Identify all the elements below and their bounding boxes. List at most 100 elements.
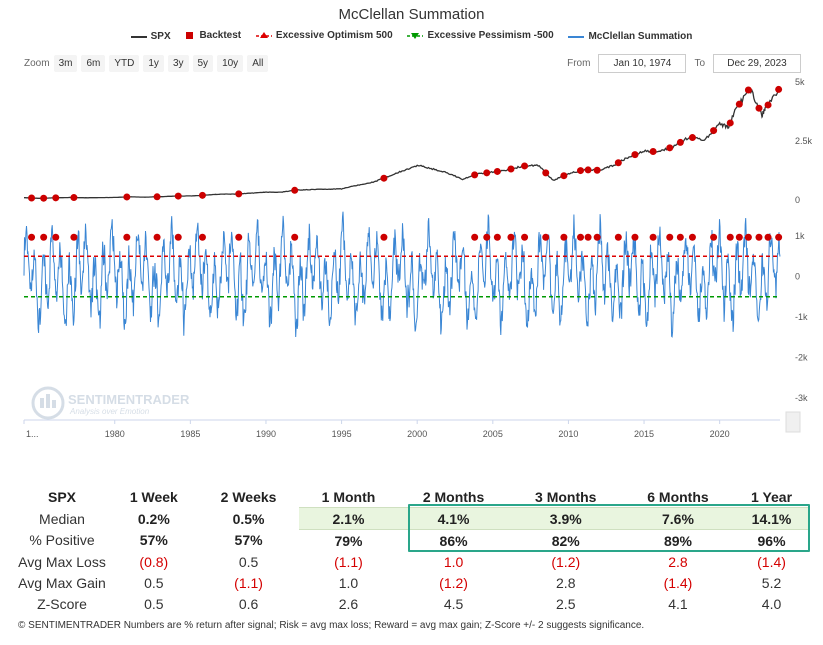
- table-cell: 2.1%: [299, 507, 398, 530]
- table-cell: 57%: [139, 532, 168, 549]
- header-cell: 3 Months: [535, 488, 597, 505]
- top-axis-tick-label: 2.5k: [795, 136, 813, 146]
- backtest-marker-spx: [666, 144, 674, 152]
- to-date-input[interactable]: Dec 29, 2023: [713, 54, 801, 73]
- backtest-marker-spx: [577, 167, 585, 175]
- backtest-marker-spx: [153, 193, 161, 201]
- table-cell: 89%: [663, 532, 692, 549]
- backtest-marker-spx: [649, 148, 657, 156]
- backtest-marker-summation: [775, 233, 783, 241]
- table-cell: 4.0: [761, 595, 782, 612]
- backtest-marker-summation: [123, 233, 131, 241]
- triangle-up-icon: [255, 31, 272, 38]
- backtest-marker-spx: [483, 169, 491, 177]
- zoom-1y-button[interactable]: 1y: [143, 55, 164, 72]
- stats-table: SPX 1 Week 2 Weeks 1 Month 2 Months 3 Mo…: [14, 486, 809, 614]
- legend-item-optimism[interactable]: Excessive Optimism 500: [255, 30, 393, 41]
- backtest-marker-spx: [755, 104, 763, 112]
- table-cell: 7.6%: [621, 507, 735, 530]
- backtest-marker-summation: [755, 233, 763, 241]
- backtest-marker-spx: [40, 194, 48, 202]
- chart-legend: SPX Backtest Excessive Optimism 500 Exce…: [0, 30, 823, 43]
- backtest-marker-summation: [40, 233, 48, 241]
- backtest-marker-summation: [593, 233, 601, 241]
- table-cell: 2.8: [556, 574, 576, 591]
- to-label: To: [694, 58, 705, 69]
- backtest-marker-summation: [380, 233, 388, 241]
- header-cell: 6 Months: [647, 488, 709, 505]
- zoom-3m-button[interactable]: 3m: [53, 55, 78, 72]
- table-row: Z-Score 0.5 0.6 2.6 4.5 2.5 4.1 4.0: [14, 593, 809, 614]
- backtest-marker-summation: [764, 233, 772, 241]
- backtest-marker-summation: [235, 233, 243, 241]
- x-tick-label: 2010: [558, 429, 578, 439]
- bottom-axis-tick-label: -3k: [795, 393, 808, 403]
- zoom-label: Zoom: [24, 58, 50, 69]
- chart-title: McClellan Summation: [338, 6, 485, 23]
- zoom-10y-button[interactable]: 10y: [217, 55, 244, 72]
- table-cell: (1.2): [439, 574, 468, 591]
- backtest-marker-spx: [291, 186, 299, 194]
- backtest-marker-spx: [710, 127, 718, 135]
- backtest-marker-spx: [676, 138, 684, 146]
- date-range: From Jan 10, 1974 To Dec 29, 2023: [567, 54, 801, 73]
- backtest-marker-spx: [631, 151, 639, 159]
- backtest-marker-summation: [174, 233, 182, 241]
- table-cell: 0.5: [144, 595, 164, 612]
- legend-item-summation[interactable]: McClellan Summation: [568, 31, 692, 42]
- table-cell: 0.5%: [232, 510, 265, 527]
- zoom-5y-button[interactable]: 5y: [192, 55, 214, 72]
- zoom-6m-button[interactable]: 6m: [81, 55, 106, 72]
- backtest-marker-summation: [584, 233, 592, 241]
- table-row: % Positive 57% 57% 79% 86% 82% 89% 96%: [14, 530, 809, 552]
- table-cell: (1.1): [234, 574, 263, 591]
- backtest-marker-summation: [726, 233, 734, 241]
- table-cell: 2.5: [556, 595, 576, 612]
- line-icon: [130, 35, 147, 38]
- legend-label-summation: McClellan Summation: [588, 31, 693, 42]
- table-cell: (1.2): [551, 553, 581, 570]
- table-cell: 4.1: [668, 595, 688, 612]
- table-cell: (1.4): [663, 574, 693, 591]
- watermark-brand: SENTIMENTRADER: [68, 392, 190, 407]
- zoom-3y-button[interactable]: 3y: [167, 55, 189, 72]
- table-cell: 5.2: [761, 574, 782, 591]
- backtest-marker-spx: [235, 190, 243, 198]
- table-cell: 2.6: [338, 595, 359, 612]
- spx-series-line: [24, 87, 781, 199]
- legend-item-backtest[interactable]: Backtest: [185, 30, 241, 41]
- table-row: Median 0.2% 0.5% 2.1% 4.1% 3.9% 7.6% 14.1%: [14, 507, 809, 530]
- header-cell: 2 Weeks: [220, 488, 277, 505]
- from-label: From: [567, 58, 591, 69]
- backtest-marker-summation: [483, 233, 491, 241]
- table-cell: 0.5: [238, 553, 259, 570]
- bottom-axis-tick-label: -1k: [795, 312, 808, 322]
- zoom-ytd-button[interactable]: YTD: [109, 55, 140, 72]
- backtest-marker-summation: [560, 233, 568, 241]
- backtest-marker-spx: [744, 86, 752, 94]
- legend-item-spx[interactable]: SPX: [130, 31, 171, 42]
- backtest-marker-summation: [649, 233, 657, 241]
- backtest-marker-spx: [174, 192, 182, 200]
- backtest-marker-spx: [28, 194, 36, 202]
- backtest-marker-spx: [521, 162, 529, 170]
- square-marker-icon: [186, 31, 194, 39]
- table-row: Avg Max Loss (0.8) 0.5 (1.1) 1.0 (1.2) 2.8 (1.4…: [14, 551, 809, 572]
- from-date-input[interactable]: Jan 10, 1974: [598, 54, 687, 73]
- table-cell: (0.8): [139, 553, 169, 570]
- backtest-marker-spx: [584, 166, 592, 174]
- zoom-all-button[interactable]: All: [247, 55, 269, 72]
- backtest-marker-summation: [507, 233, 515, 241]
- table-cell: 14.1%: [734, 507, 809, 530]
- zoom-controls: Zoom 3m 6m YTD 1y 3y 5y 10y All: [24, 55, 269, 72]
- backtest-marker-spx: [688, 134, 696, 142]
- backtest-marker-summation: [676, 233, 684, 241]
- x-tick-label: 2015: [634, 429, 654, 439]
- bottom-axis-tick-label: 0: [795, 272, 800, 282]
- backtest-marker-summation: [291, 233, 299, 241]
- backtest-marker-spx: [123, 193, 131, 201]
- legend-item-pessimism[interactable]: Excessive Pessimism -500: [407, 30, 554, 41]
- table-cell: 0.5: [144, 574, 164, 591]
- table-cell: 79%: [334, 532, 363, 549]
